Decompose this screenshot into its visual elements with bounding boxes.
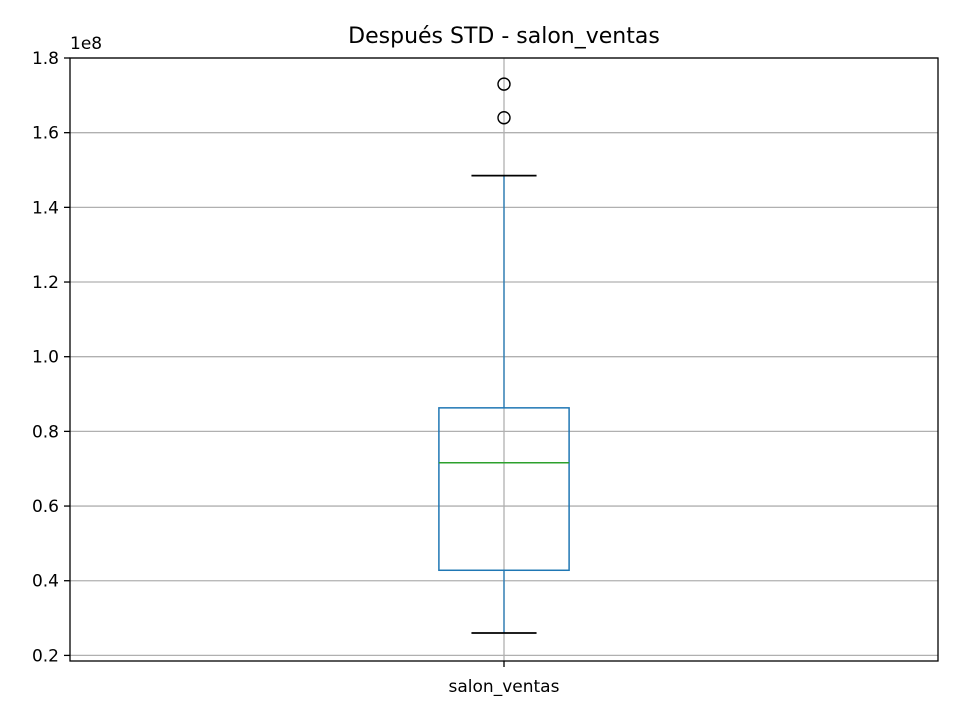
box-iqr: [438, 407, 570, 572]
chart-title: Después STD - salon_ventas: [348, 24, 660, 49]
y-tick-label: 0.6: [32, 497, 59, 517]
y-tick-label: 1.2: [32, 273, 59, 293]
box-series: [438, 77, 570, 634]
y-tick-label: 1.4: [32, 198, 59, 218]
outlier-point: [497, 111, 511, 125]
x-axis-ticks: salon_ventas: [449, 661, 560, 697]
plot-frame: [69, 57, 939, 662]
y-axis-offset-label: 1e8: [70, 34, 102, 54]
box-group: [438, 77, 570, 634]
y-axis-ticks: 0.2 0.4 0.6 0.8 1.0 1.2 1.4 1.6 1.8: [32, 49, 70, 666]
outlier-point: [497, 77, 511, 91]
y-tick-label: 1.0: [32, 348, 59, 368]
y-tick-label: 1.8: [32, 49, 59, 69]
x-tick-label: salon_ventas: [449, 677, 560, 697]
y-tick-label: 0.8: [32, 422, 59, 442]
y-tick-label: 0.2: [32, 646, 59, 666]
y-tick-label: 0.4: [32, 572, 59, 592]
y-tick-label: 1.6: [32, 124, 59, 144]
